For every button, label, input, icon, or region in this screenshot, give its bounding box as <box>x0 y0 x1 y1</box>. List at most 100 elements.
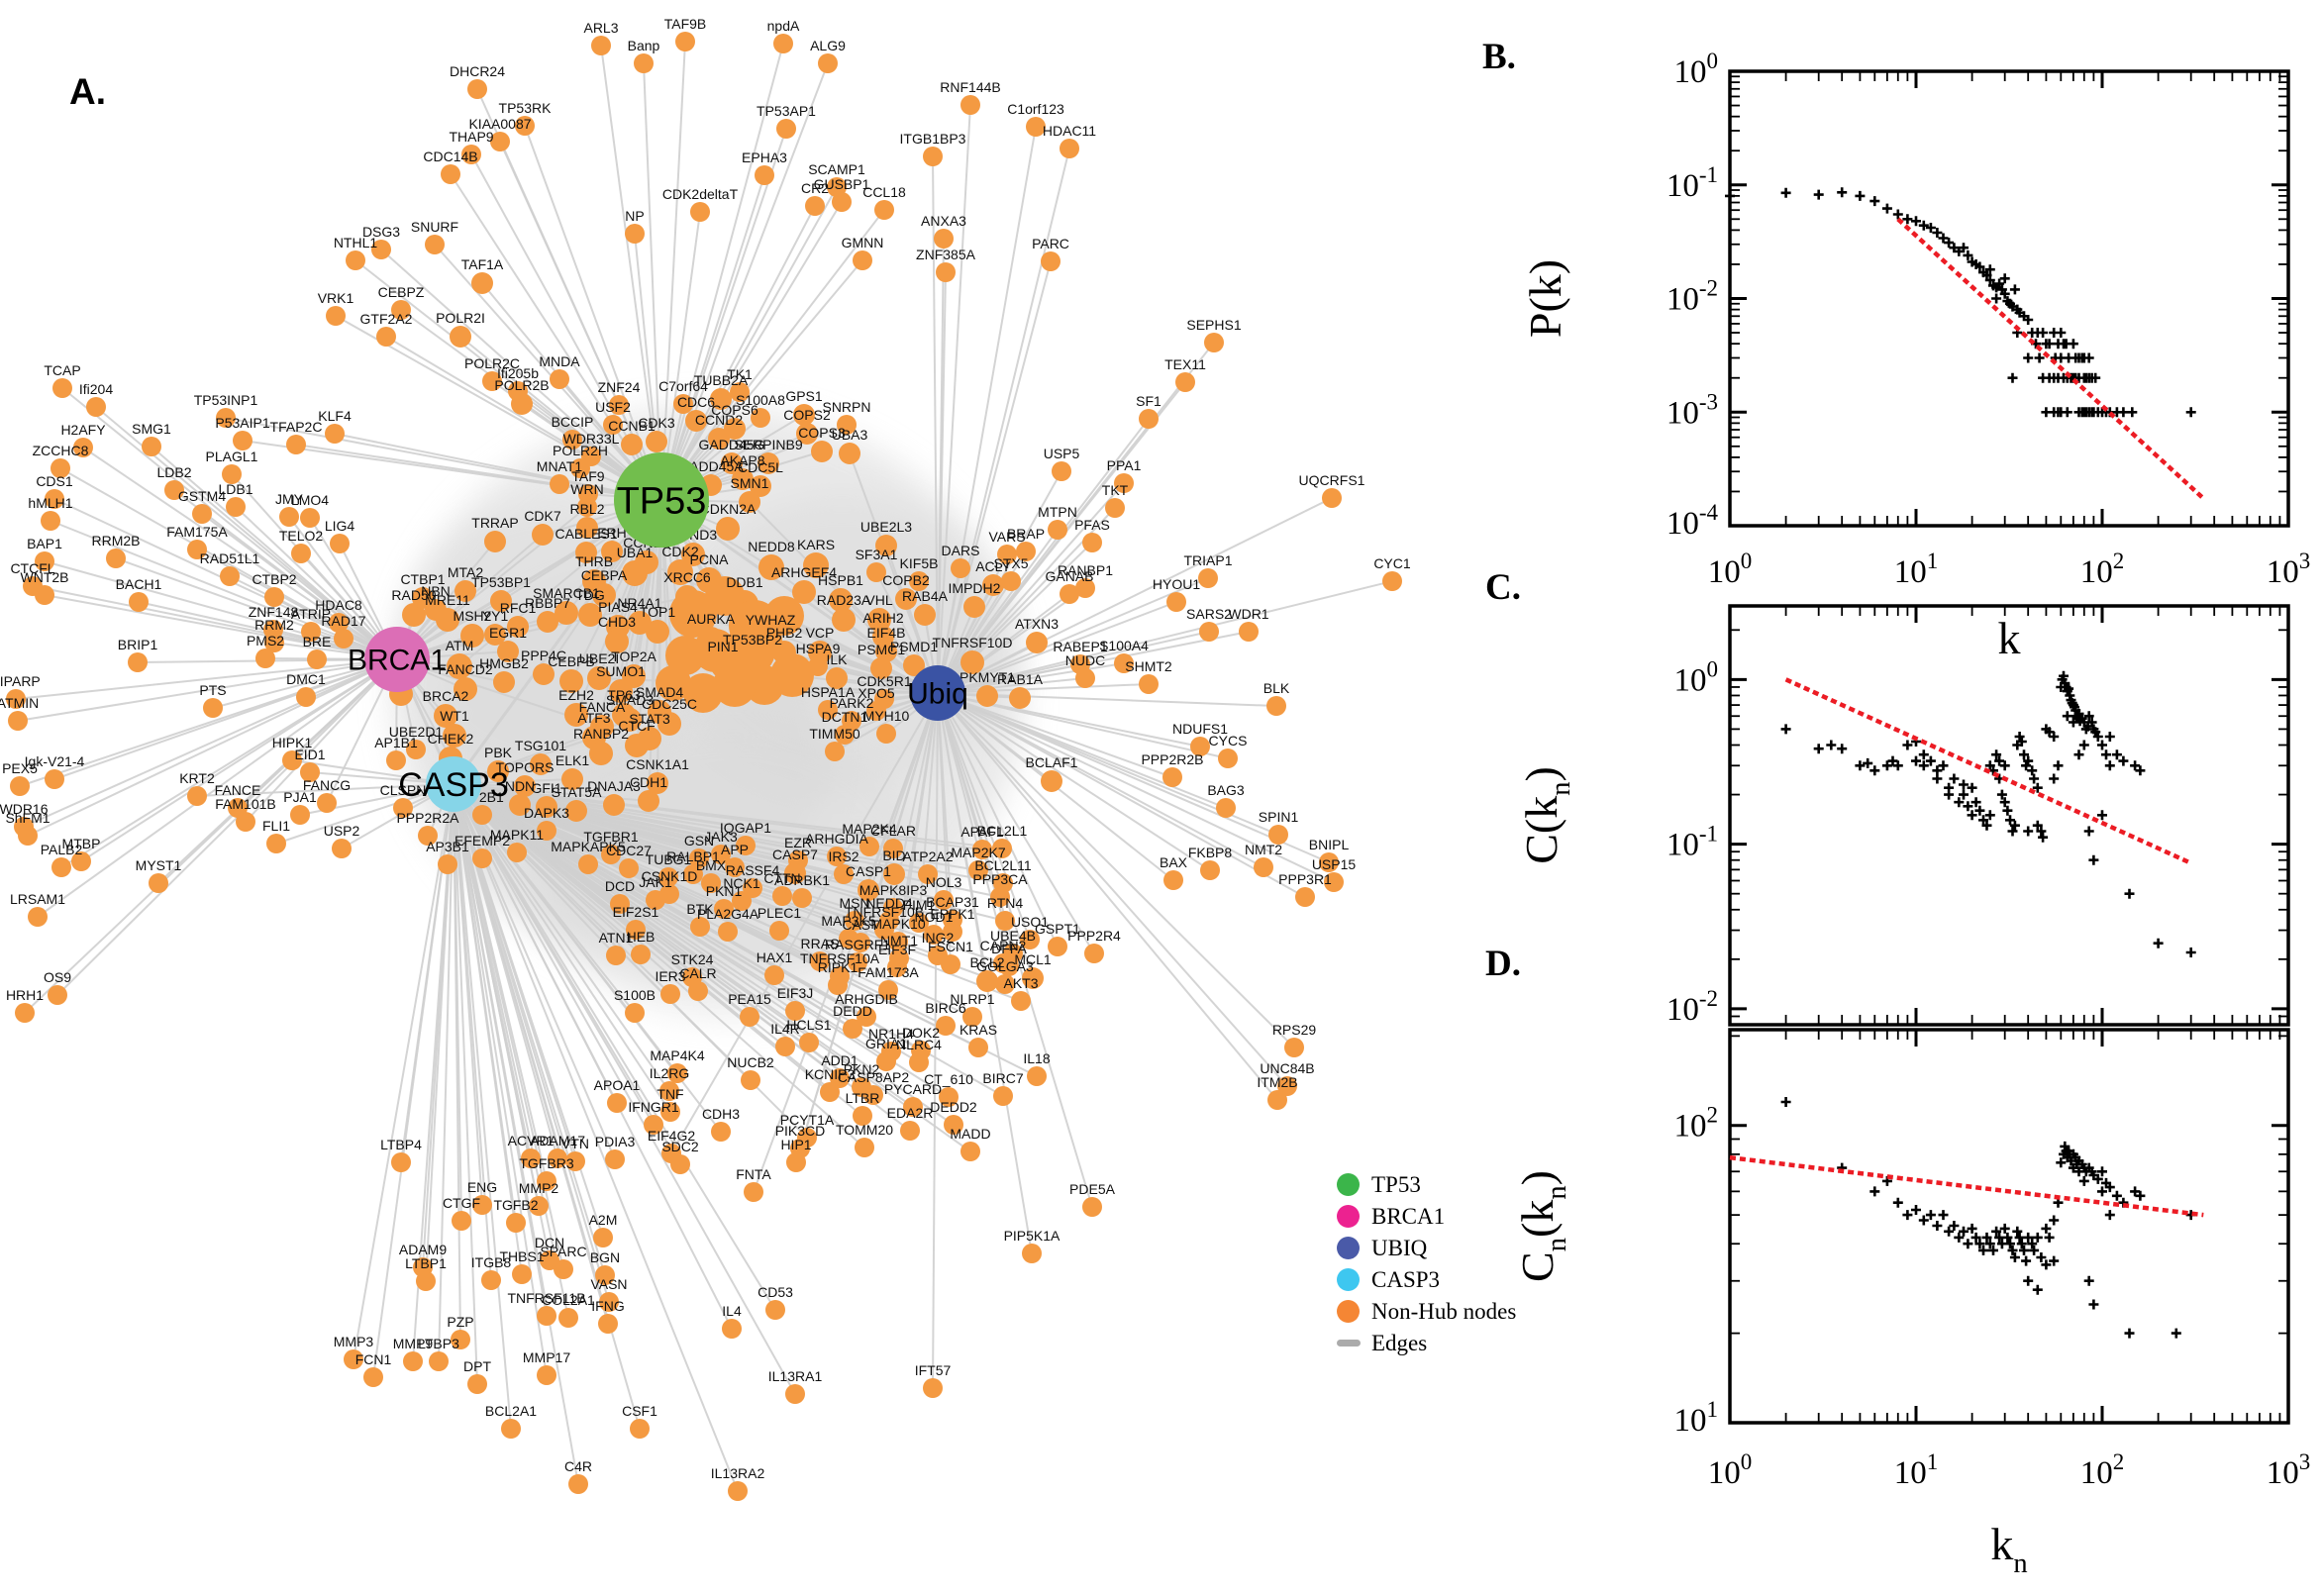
svg-text:TOMM20: TOMM20 <box>836 1122 893 1138</box>
svg-text:FANCA: FANCA <box>579 699 626 715</box>
svg-text:NOD1: NOD1 <box>915 909 954 925</box>
network-legend: TP53 BRCA1 UBIQ CASP3 Non-Hub nodes Edges <box>1337 1168 1516 1358</box>
svg-text:A2M: A2M <box>589 1212 618 1228</box>
svg-text:CAPN2: CAPN2 <box>980 938 1027 953</box>
svg-text:MCL1: MCL1 <box>1014 951 1052 967</box>
svg-text:TP53INP1: TP53INP1 <box>194 392 258 408</box>
svg-text:MNAT1: MNAT1 <box>537 458 583 474</box>
svg-text:EIF4B: EIF4B <box>867 625 906 641</box>
svg-text:CDC14B: CDC14B <box>423 149 477 164</box>
svg-text:POLR2H: POLR2H <box>553 443 608 458</box>
svg-text:CFLAR: CFLAR <box>870 823 916 839</box>
svg-text:NEDD8: NEDD8 <box>748 539 795 554</box>
svg-text:DDB1: DDB1 <box>726 574 763 590</box>
svg-text:C4R: C4R <box>564 1458 592 1474</box>
svg-text:TUBG1: TUBG1 <box>646 851 692 867</box>
svg-text:DNAJA3: DNAJA3 <box>587 778 641 794</box>
svg-text:P53AIP1: P53AIP1 <box>215 415 269 431</box>
svg-text:LRSAM1: LRSAM1 <box>10 891 65 907</box>
svg-text:LDB2: LDB2 <box>156 464 191 480</box>
svg-text:DFFA: DFFA <box>991 941 1027 956</box>
svg-text:CEBPZ: CEBPZ <box>378 284 425 300</box>
svg-text:ADAM17: ADAM17 <box>530 1133 585 1148</box>
svg-text:BRAP: BRAP <box>1007 526 1045 542</box>
svg-text:ZNF148: ZNF148 <box>249 604 299 620</box>
svg-text:ShFM1: ShFM1 <box>5 810 50 826</box>
legend-item-non-hub-nodes: Non-Hub nodes <box>1337 1295 1516 1327</box>
svg-text:CDC5L: CDC5L <box>738 459 783 475</box>
svg-text:FAM175A: FAM175A <box>166 524 228 540</box>
svg-text:IQGAP1: IQGAP1 <box>720 820 771 836</box>
svg-text:APAF1: APAF1 <box>960 824 1004 840</box>
svg-text:CAST: CAST <box>842 917 879 933</box>
svg-text:101: 101 <box>1674 1397 1719 1439</box>
svg-text:UBA3: UBA3 <box>832 427 868 443</box>
svg-text:IFNG: IFNG <box>591 1298 624 1314</box>
svg-text:LIG4: LIG4 <box>325 518 355 534</box>
svg-text:HSPA1A: HSPA1A <box>801 684 856 700</box>
svg-text:PEA15: PEA15 <box>728 991 771 1007</box>
svg-text:AP3B1: AP3B1 <box>426 839 469 854</box>
svg-text:GPS1: GPS1 <box>785 388 823 404</box>
svg-text:RPS29: RPS29 <box>1272 1022 1317 1038</box>
svg-text:APOA1: APOA1 <box>594 1077 641 1093</box>
svg-text:ADRBK1: ADRBK1 <box>774 872 830 888</box>
node-color-icon <box>1337 1204 1360 1228</box>
svg-text:FLI1: FLI1 <box>262 818 290 834</box>
svg-text:CASP7: CASP7 <box>772 847 818 862</box>
plot-neighborhood-connectivity: 102 101 100 101 102 103 kn Cn(kn) <box>1512 1028 2310 1579</box>
svg-text:HSPA9: HSPA9 <box>796 641 841 656</box>
svg-text:USP5: USP5 <box>1044 446 1080 461</box>
svg-text:TRIAP1: TRIAP1 <box>1183 552 1232 568</box>
svg-text:MAPK11: MAPK11 <box>490 827 544 843</box>
svg-text:BRCA1: BRCA1 <box>348 645 447 677</box>
svg-text:GSTM4: GSTM4 <box>178 488 226 504</box>
svg-text:SPIN1: SPIN1 <box>1259 809 1299 825</box>
svg-text:SCAMP1: SCAMP1 <box>808 161 865 177</box>
svg-text:BAP1: BAP1 <box>27 536 62 551</box>
svg-text:ATN1: ATN1 <box>599 930 634 946</box>
svg-text:CDK2deltaT: CDK2deltaT <box>662 186 739 202</box>
svg-text:RRM2B: RRM2B <box>91 533 140 549</box>
legend-label: BRCA1 <box>1371 1203 1446 1229</box>
svg-text:MTPN: MTPN <box>1038 504 1077 520</box>
svg-text:EIF2S1: EIF2S1 <box>613 904 659 920</box>
svg-text:NP: NP <box>625 208 644 224</box>
svg-text:CDS1: CDS1 <box>36 473 73 489</box>
svg-text:TRRAP: TRRAP <box>471 515 518 531</box>
svg-text:VASN: VASN <box>590 1276 627 1292</box>
svg-text:DSG3: DSG3 <box>362 224 400 240</box>
svg-text:HRH1: HRH1 <box>6 987 44 1003</box>
svg-text:ANXA3: ANXA3 <box>921 213 966 229</box>
svg-text:GSPT1: GSPT1 <box>1035 921 1080 937</box>
svg-text:EZH2: EZH2 <box>558 687 594 703</box>
svg-text:KRT2: KRT2 <box>179 770 215 786</box>
svg-text:MAP2K7: MAP2K7 <box>951 845 1005 860</box>
svg-text:CASP3: CASP3 <box>398 766 509 804</box>
svg-text:ARHGDIA: ARHGDIA <box>805 831 868 847</box>
svg-text:PCNA: PCNA <box>690 551 730 567</box>
svg-text:NMT2: NMT2 <box>1245 842 1282 857</box>
svg-text:CHD3: CHD3 <box>598 614 636 630</box>
svg-text:ARHGEF4: ARHGEF4 <box>771 564 837 580</box>
svg-text:ATRIP: ATRIP <box>291 606 331 622</box>
svg-text:PEX5: PEX5 <box>2 760 38 776</box>
svg-text:GUSBP1: GUSBP1 <box>814 176 870 192</box>
svg-text:MADD: MADD <box>950 1126 990 1142</box>
svg-text:THBS1: THBS1 <box>499 1248 544 1264</box>
svg-text:UBE2D1: UBE2D1 <box>389 724 444 740</box>
svg-text:PLAGL1: PLAGL1 <box>206 449 258 464</box>
svg-text:EIF4G2: EIF4G2 <box>648 1128 695 1144</box>
svg-text:CSNK1A1: CSNK1A1 <box>626 756 689 772</box>
svg-text:COPS3: COPS3 <box>798 425 846 441</box>
svg-text:GFI1: GFI1 <box>531 780 561 796</box>
svg-text:TP53AP1: TP53AP1 <box>757 103 816 119</box>
svg-text:GOLGA3: GOLGA3 <box>976 958 1034 974</box>
svg-text:EPHA3: EPHA3 <box>742 150 787 165</box>
svg-text:TFAP2C: TFAP2C <box>270 419 323 435</box>
svg-text:C(kn): C(kn) <box>1516 766 1576 864</box>
svg-text:IL18: IL18 <box>1023 1050 1050 1066</box>
svg-text:MMP9: MMP9 <box>393 1336 434 1351</box>
svg-text:IL2RG: IL2RG <box>650 1065 689 1081</box>
